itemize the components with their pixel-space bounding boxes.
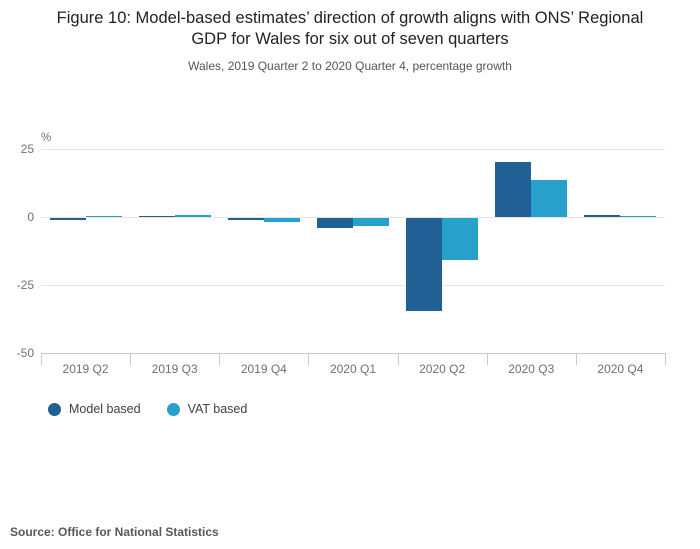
gridline — [41, 285, 665, 286]
x-axis-tick — [308, 353, 310, 365]
bar-model-based-2020-q2 — [406, 218, 443, 312]
chart-legend: Model based VAT based — [48, 402, 247, 416]
bar-model-based-2019-q2 — [49, 218, 86, 220]
x-axis-category-label: 2020 Q3 — [508, 362, 555, 376]
x-axis-category-label: 2019 Q4 — [240, 362, 287, 376]
legend-label: VAT based — [187, 402, 248, 416]
x-axis-tick — [486, 353, 488, 365]
x-axis-tick — [130, 353, 132, 365]
gridline — [41, 217, 665, 218]
legend-swatch-circle — [166, 402, 180, 416]
x-axis-category-label: 2020 Q4 — [597, 362, 644, 376]
bar-vat-based-2019-q2 — [85, 215, 122, 217]
bar-model-based-2019-q3 — [138, 215, 175, 217]
x-axis-tick — [41, 353, 42, 365]
x-axis-category-label: 2019 Q3 — [151, 362, 198, 376]
bar-vat-based-2020-q3 — [531, 180, 568, 217]
y-axis-unit-label: % — [41, 132, 52, 144]
x-axis-tick — [665, 353, 666, 365]
bar-model-based-2019-q4 — [227, 218, 264, 220]
source-note: Source: Office for National Statistics — [10, 525, 219, 539]
y-axis-tick-label: 25 — [20, 142, 34, 156]
gridline — [41, 149, 665, 150]
x-axis-tick — [219, 353, 221, 365]
bar-vat-based-2020-q1 — [353, 218, 389, 227]
x-axis-category-label: 2019 Q2 — [62, 362, 109, 376]
figure-subtitle: Wales, 2019 Quarter 2 to 2020 Quarter 4,… — [188, 59, 512, 74]
bar-model-based-2020-q4 — [584, 215, 621, 217]
y-axis-tick-label: 0 — [27, 210, 34, 224]
bar-chart-plot-area: % 25 0 -25 -50 2019 Q2 2019 Q3 2019 Q4 2020 Q1 2… — [0, 95, 700, 385]
title-block: Figure 10: Model-based estimates’ direct… — [0, 0, 700, 73]
x-axis-category-label: 2020 Q1 — [329, 362, 376, 376]
y-axis-tick-label: -50 — [16, 346, 34, 360]
legend-item-model-based[interactable]: Model based — [48, 402, 141, 416]
legend-item-vat-based[interactable]: VAT based — [166, 402, 248, 416]
x-axis-line — [41, 353, 665, 354]
bar-vat-based-2019-q4 — [263, 218, 300, 222]
figure-title: Figure 10: Model-based estimates’ direct… — [56, 9, 644, 49]
legend-swatch-circle — [48, 402, 61, 416]
bar-model-based-2020-q3 — [495, 162, 532, 217]
x-axis-tick — [575, 353, 577, 365]
x-axis-category-label: 2020 Q2 — [419, 362, 466, 376]
y-axis-tick-label: -25 — [16, 278, 34, 292]
x-axis-tick — [397, 353, 399, 365]
bar-vat-based-2020-q2 — [442, 218, 479, 260]
legend-label: Model based — [69, 402, 141, 416]
bar-vat-based-2019-q3 — [174, 215, 211, 217]
bar-vat-based-2020-q4 — [620, 215, 657, 217]
bar-model-based-2020-q1 — [317, 218, 353, 229]
